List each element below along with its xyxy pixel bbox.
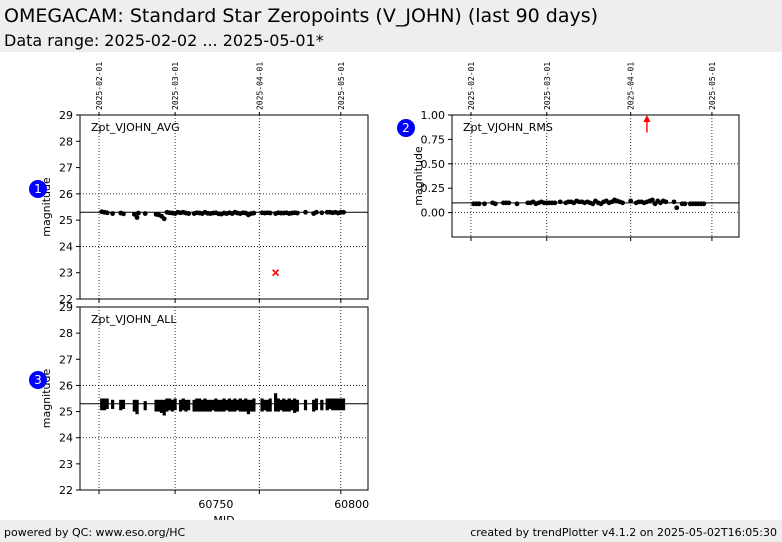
plot-frame (79, 306, 369, 491)
y-tick-label: 0.00 (421, 207, 446, 220)
plot-frame (79, 114, 369, 300)
y-tick-label: 28 (59, 135, 73, 148)
chart-panel-2: 0.00 0.25 0.50 0.75 1.00 2025-02-01 2025-03-01… (397, 62, 740, 241)
data-point (552, 200, 558, 206)
badge-circle (29, 371, 47, 389)
y-tick-label: 22 (59, 293, 73, 306)
data-point (186, 211, 192, 216)
y-tick-label: 29 (59, 109, 73, 122)
data-point (663, 199, 669, 205)
data-point (674, 205, 680, 211)
data-point (267, 210, 273, 216)
date-tick-label: 2025-05-01 (708, 62, 717, 110)
data-point (303, 209, 308, 215)
plot-frame (451, 114, 740, 238)
data-point (701, 201, 707, 207)
y-tick-label: 24 (59, 432, 73, 445)
data-point (476, 201, 482, 207)
badge-number: 1 (34, 182, 42, 196)
x-tick-label: 60750 (198, 498, 233, 511)
y-tick-label: 22 (59, 484, 73, 497)
panel-badge: 3 (29, 371, 47, 389)
data-point (682, 201, 688, 207)
badge-number: 2 (402, 121, 410, 135)
data-point (131, 211, 137, 217)
page-subtitle: Data range: 2025-02-02 ... 2025-05-01* (4, 31, 324, 50)
data-point (671, 199, 677, 205)
date-tick-label: 2025-03-01 (171, 62, 180, 110)
y-tick-label: 1.00 (421, 109, 446, 122)
data-point (134, 215, 140, 220)
data-point (136, 210, 141, 216)
data-point (104, 210, 110, 216)
data-point (319, 210, 325, 216)
data-point (161, 216, 167, 222)
badge-circle (29, 180, 47, 198)
x-tick-label: 60800 (334, 498, 369, 511)
panel-label: Zpt_VJOHN_RMS (463, 121, 553, 134)
y-tick-label: 26 (59, 188, 73, 201)
y-tick-label: 27 (59, 353, 73, 366)
footer-generator: created by trendPlotter v4.1.2 on 2025-0… (470, 526, 777, 539)
date-tick-label: 2025-04-01 (627, 62, 636, 110)
data-point (649, 197, 655, 203)
data-point (492, 201, 498, 207)
data-point (313, 209, 319, 215)
x-axis-label: MJD (213, 514, 234, 520)
y-tick-label: 23 (59, 458, 73, 471)
chart-panel-3: 22232425262728296075060800MJDmagnitudeZp… (29, 301, 369, 520)
data-point (341, 209, 346, 215)
data-point (628, 198, 634, 204)
footer-credit[interactable]: powered by QC: www.eso.org/HC (4, 526, 186, 539)
page-footer: powered by QC: www.eso.org/HC created by… (0, 520, 782, 542)
data-point (514, 201, 520, 207)
y-tick-label: 26 (59, 379, 73, 392)
date-tick-label: 2025-05-01 (337, 62, 346, 110)
y-tick-label: 0.75 (421, 133, 446, 146)
data-point (482, 201, 487, 207)
y-axis-label: magnitude (412, 146, 425, 206)
panel-label: Zpt_VJOHN_AVG (91, 121, 180, 134)
outlier-arrow-head (643, 115, 651, 122)
date-tick-label: 2025-04-01 (255, 62, 264, 110)
data-point (110, 211, 116, 216)
y-tick-label: 28 (59, 327, 73, 340)
badge-number: 3 (34, 373, 42, 387)
y-tick-label: 27 (59, 162, 73, 175)
y-tick-label: 25 (59, 406, 73, 419)
data-point (142, 211, 148, 216)
data-point (121, 211, 126, 217)
panel-badge: 1 (29, 180, 47, 198)
y-tick-label: 0.25 (421, 182, 446, 195)
date-tick-label: 2025-02-01 (467, 62, 476, 110)
data-point (251, 210, 257, 216)
page-title: OMEGACAM: Standard Star Zeropoints (V_JO… (4, 5, 599, 27)
data-point (620, 200, 625, 206)
outlier-marker (272, 269, 280, 277)
badge-circle (397, 119, 415, 137)
date-tick-label: 2025-03-01 (543, 62, 552, 110)
y-tick-label: 25 (59, 214, 73, 227)
data-point (557, 199, 563, 205)
date-tick-label: 2025-02-01 (95, 62, 104, 110)
y-tick-label: 0.50 (421, 158, 446, 171)
data-point (506, 200, 512, 206)
page-header: OMEGACAM: Standard Star Zeropoints (V_JO… (0, 0, 782, 52)
chart-panel-1: 22 23 24 25 26 27 28 29 2025-02-01 2025-03-01 2025… (29, 62, 369, 306)
y-tick-label: 24 (59, 240, 73, 253)
panel-label: Zpt_VJOHN_ALL (91, 313, 177, 326)
panel-badge: 2 (397, 119, 415, 137)
y-tick-label: 29 (59, 301, 73, 314)
y-tick-label: 23 (59, 267, 73, 280)
data-point (294, 210, 300, 216)
